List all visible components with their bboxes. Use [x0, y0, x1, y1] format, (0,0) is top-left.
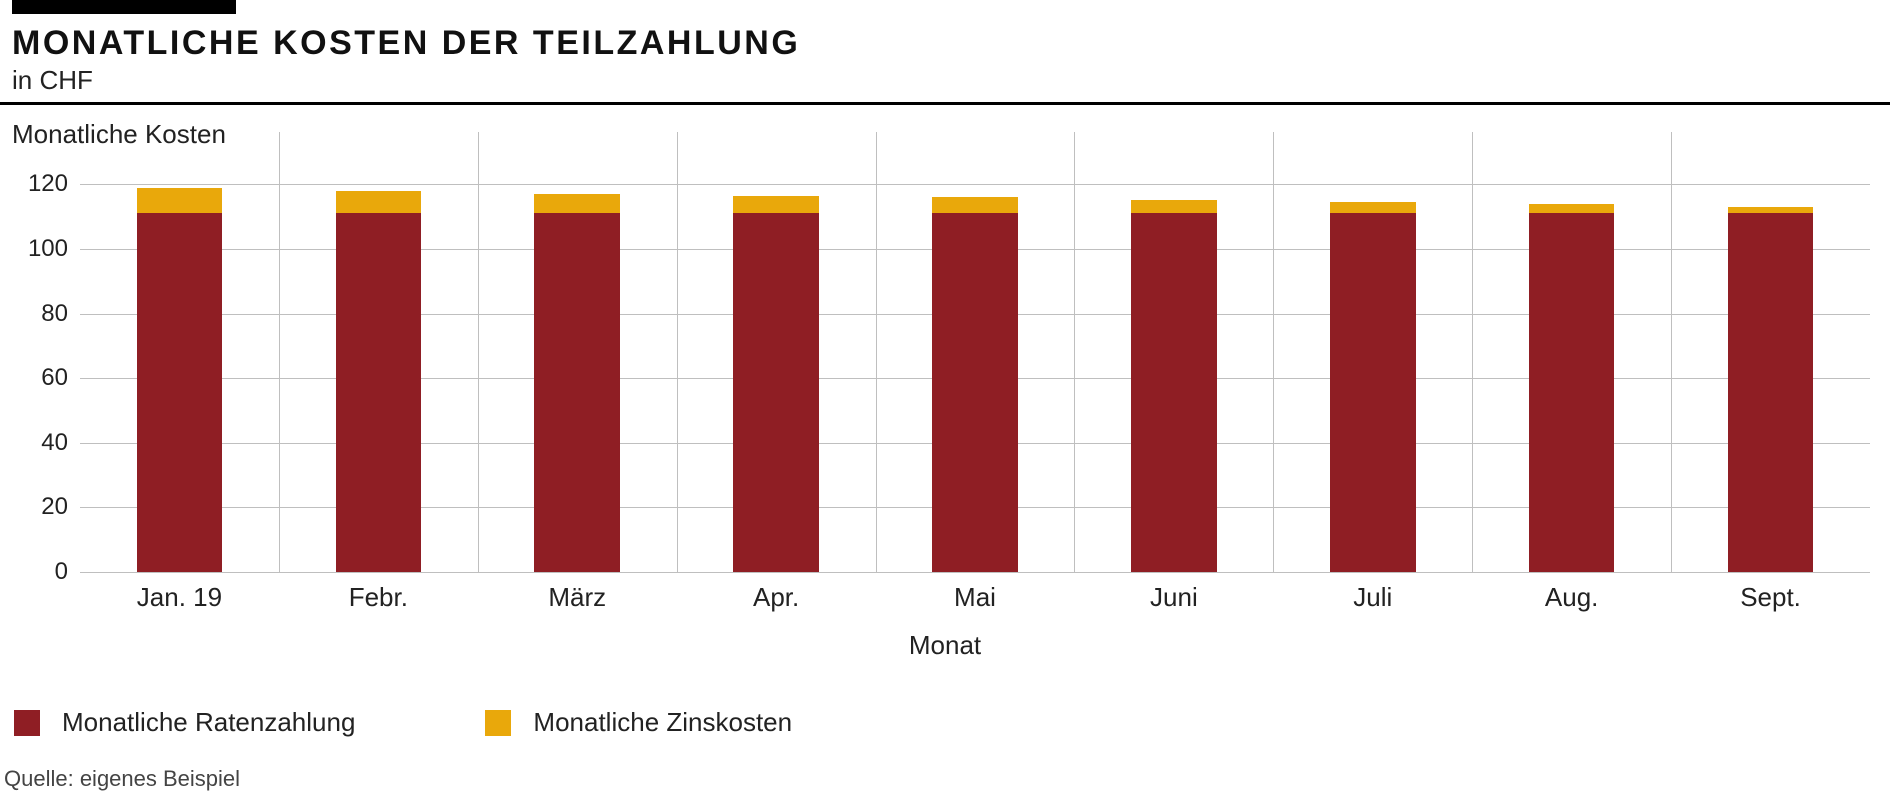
- y-tick-label: 60: [12, 364, 68, 392]
- x-axis-title: Monat: [0, 630, 1890, 661]
- x-tick-label: Juli: [1353, 582, 1392, 613]
- bar-group: [1131, 152, 1217, 572]
- bar-segment: [137, 188, 223, 214]
- bar-group: [1529, 152, 1615, 572]
- top-accent-bar: [12, 0, 236, 14]
- y-tick-label: 80: [12, 300, 68, 328]
- bar-segment: [1131, 213, 1217, 572]
- y-tick-label: 100: [12, 235, 68, 263]
- x-tick-label: Mai: [954, 582, 996, 613]
- bar-segment: [137, 213, 223, 572]
- y-axis-title: Monatliche Kosten: [12, 119, 1890, 150]
- bar-group: [932, 152, 1018, 572]
- bar-segment: [534, 194, 620, 213]
- bar-segment: [733, 196, 819, 214]
- x-tick-label: Sept.: [1740, 582, 1801, 613]
- bar-group: [1728, 152, 1814, 572]
- bar-segment: [1529, 213, 1615, 572]
- bar-segment: [932, 213, 1018, 572]
- bar-segment: [1728, 213, 1814, 572]
- bar-segment: [336, 213, 422, 572]
- x-tick-label: Febr.: [349, 582, 408, 613]
- chart-subtitle: in CHF: [12, 65, 1890, 96]
- bar-group: [336, 152, 422, 572]
- bar-segment: [1131, 200, 1217, 213]
- legend-item: Monatliche Ratenzahlung: [14, 707, 355, 738]
- y-tick-label: 40: [12, 429, 68, 457]
- x-tick-label: Juni: [1150, 582, 1198, 613]
- bar-segment: [534, 213, 620, 572]
- x-tick-label: Apr.: [753, 582, 799, 613]
- bar-segment: [1330, 202, 1416, 213]
- chart-title: MONATLICHE KOSTEN DER TEILZAHLUNG: [12, 24, 1890, 63]
- x-tick-label: Aug.: [1545, 582, 1599, 613]
- bar-group: [137, 152, 223, 572]
- bar-segment: [932, 197, 1018, 213]
- bar-segment: [733, 213, 819, 572]
- bar-segment: [1330, 213, 1416, 572]
- legend: Monatliche Ratenzahlung Monatliche Zinsk…: [14, 707, 1890, 738]
- legend-swatch-icon: [485, 710, 511, 736]
- source-line: Quelle: eigenes Beispiel: [4, 766, 1890, 792]
- y-tick-label: 0: [12, 558, 68, 586]
- gridline: [80, 572, 1870, 573]
- legend-item: Monatliche Zinskosten: [485, 707, 792, 738]
- title-underline: [0, 102, 1890, 105]
- bar-group: [534, 152, 620, 572]
- x-tick-label: März: [548, 582, 606, 613]
- bar-group: [733, 152, 819, 572]
- legend-swatch-icon: [14, 710, 40, 736]
- bar-segment: [1529, 204, 1615, 214]
- y-tick-label: 120: [12, 170, 68, 198]
- y-tick-label: 20: [12, 493, 68, 521]
- legend-label: Monatliche Ratenzahlung: [62, 707, 355, 738]
- bar-segment: [1728, 207, 1814, 213]
- plot: [80, 152, 1870, 572]
- bar-segment: [336, 191, 422, 214]
- x-axis-labels: Jan. 19 Febr. März Apr. Mai Juni Juli Aug. Sept.: [80, 582, 1870, 626]
- y-axis: 020406080100120: [12, 152, 68, 572]
- legend-label: Monatliche Zinskosten: [533, 707, 792, 738]
- chart-plot-area: 020406080100120: [0, 152, 1890, 572]
- x-tick-label: Jan. 19: [137, 582, 222, 613]
- bars-layer: [80, 152, 1870, 572]
- bar-group: [1330, 152, 1416, 572]
